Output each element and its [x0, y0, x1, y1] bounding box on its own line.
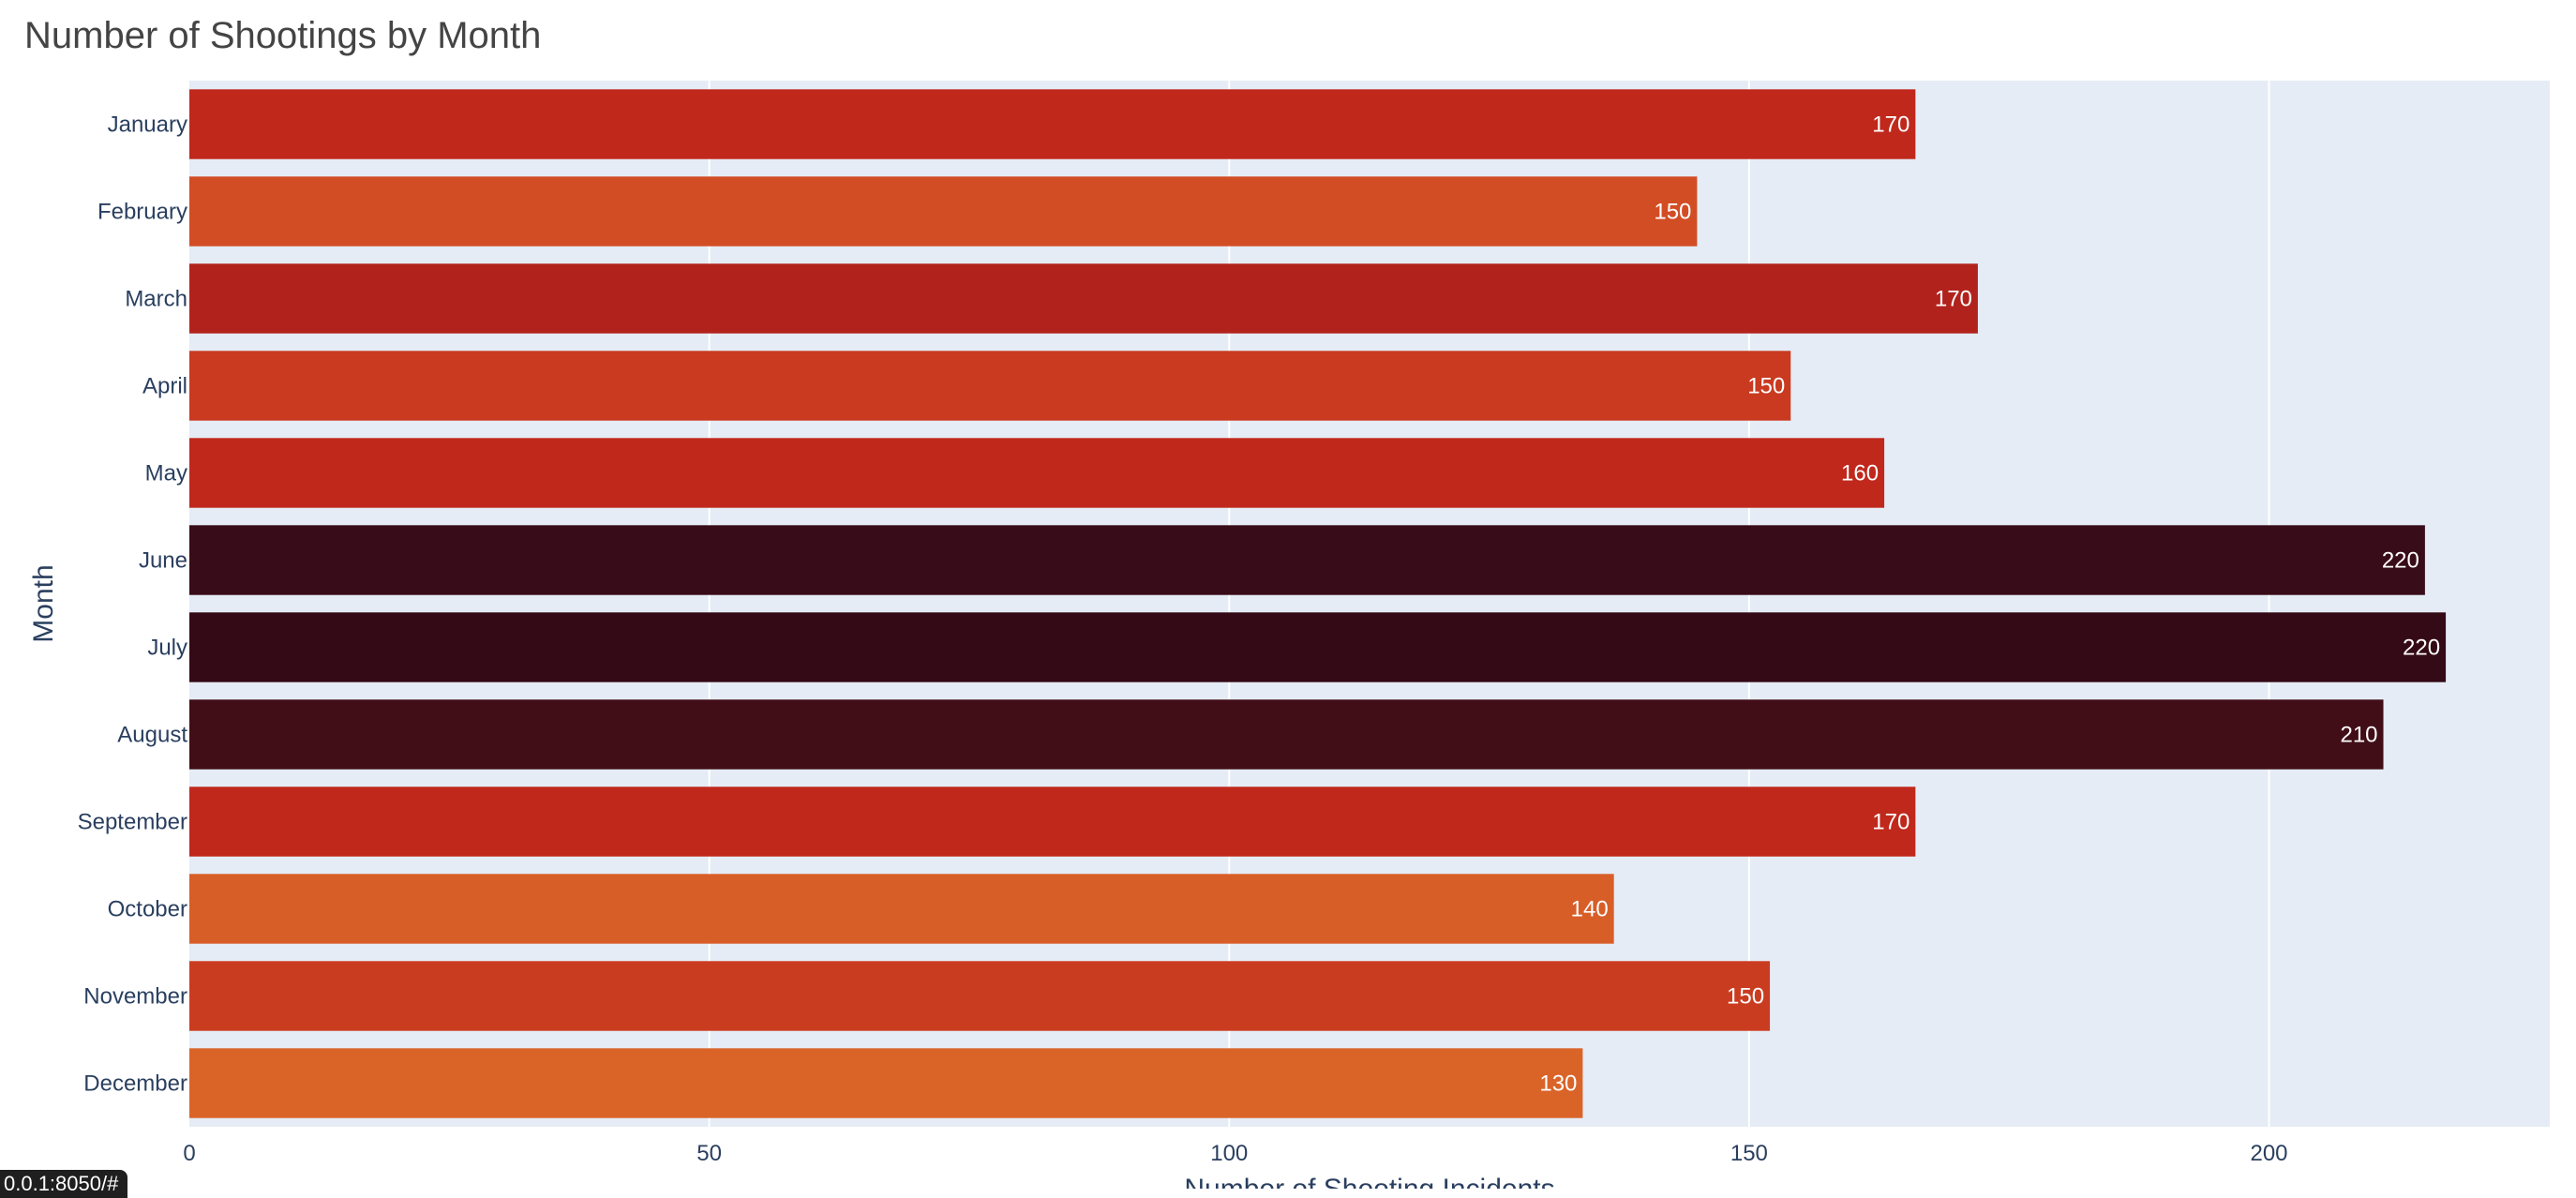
y-tick-label-september: September — [78, 810, 187, 835]
chart-title: Number of Shootings by Month — [24, 15, 542, 56]
bar-march — [189, 263, 1978, 334]
bar-value-label-february: 150 — [1654, 200, 1691, 225]
x-tick-label-100: 100 — [1210, 1141, 1248, 1166]
bar-value-label-january: 170 — [1872, 112, 1910, 138]
y-tick-label-november: November — [83, 984, 187, 1010]
bar-value-label-november: 150 — [1727, 984, 1764, 1010]
x-tick-label-200: 200 — [2250, 1141, 2287, 1166]
bar-value-label-april: 150 — [1747, 374, 1785, 399]
y-tick-label-october: October — [108, 897, 187, 922]
bar-value-label-july: 220 — [2403, 636, 2440, 661]
bar-july — [189, 612, 2447, 682]
bar-january — [189, 89, 1916, 159]
y-axis-title: Month — [28, 564, 59, 642]
y-tick-label-may: May — [145, 461, 187, 487]
bar-june — [189, 525, 2425, 595]
x-tick-label-150: 150 — [1730, 1141, 1768, 1166]
x-tick-label-0: 0 — [183, 1141, 195, 1166]
bar-value-label-september: 170 — [1872, 810, 1910, 835]
gridlines — [708, 81, 2270, 1127]
y-tick-label-january: January — [108, 112, 187, 138]
bar-october — [189, 874, 1614, 944]
bar-value-label-may: 160 — [1841, 461, 1879, 487]
bar-september — [189, 786, 1916, 857]
x-tick-labels: 0 50 100 150 200 — [183, 1141, 2287, 1166]
y-tick-label-april: April — [142, 374, 187, 399]
bar-august — [189, 699, 2384, 770]
y-tick-label-july: July — [147, 636, 187, 661]
bar-value-label-june: 220 — [2382, 548, 2419, 574]
y-tick-label-august: August — [117, 723, 187, 748]
bar-april — [189, 351, 1791, 421]
y-tick-label-december: December — [83, 1071, 187, 1097]
bar-february — [189, 176, 1698, 247]
bars: 170 150 170 150 160 220 220 210 170 140 150 130 — [189, 89, 2447, 1118]
y-tick-labels: January February March April May June July Augu… — [78, 112, 188, 1097]
y-tick-label-february: February — [97, 200, 187, 225]
bar-november — [189, 961, 1771, 1031]
url-status-badge: 0.0.1:8050/# — [0, 1170, 128, 1198]
y-tick-label-june: June — [139, 548, 187, 574]
x-tick-label-50: 50 — [696, 1141, 722, 1166]
bar-value-label-march: 170 — [1935, 287, 1972, 312]
bar-value-label-december: 130 — [1539, 1071, 1577, 1097]
bar-value-label-august: 210 — [2340, 723, 2377, 748]
x-axis-title: Number of Shooting Incidents — [1184, 1174, 1554, 1189]
y-tick-label-march: March — [125, 287, 187, 312]
bar-value-label-october: 140 — [1571, 897, 1609, 922]
plot-background — [189, 81, 2550, 1127]
bar-december — [189, 1048, 1583, 1118]
bar-may — [189, 438, 1885, 508]
